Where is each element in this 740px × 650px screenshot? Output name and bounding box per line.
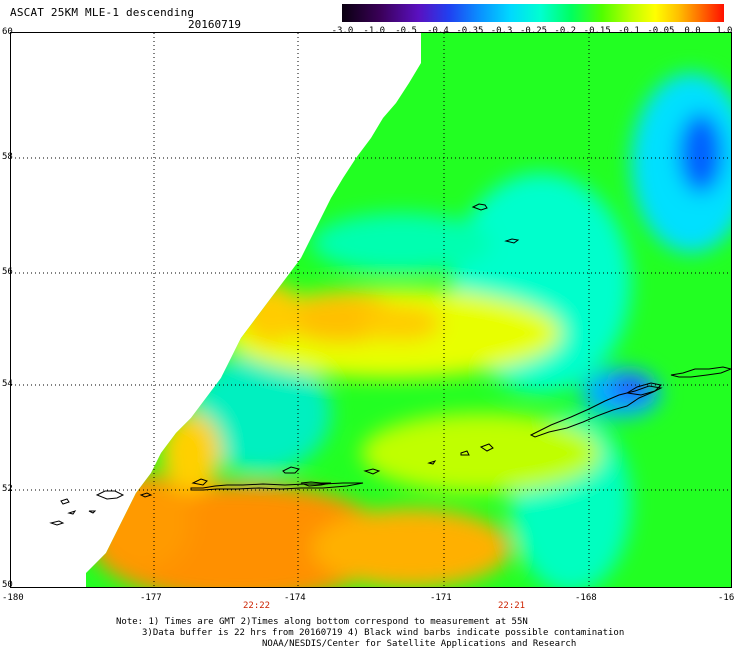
lon-label-174: -174 [284, 593, 306, 603]
lat-label-56: 56 [2, 267, 13, 277]
colorbar-tick-label: -0.5 [395, 26, 417, 36]
lat-label-52: 52 [2, 484, 13, 494]
colorbar-tick-label: -3.0 [331, 26, 354, 36]
lat-label-58: 58 [2, 152, 13, 162]
scatterometer-swath [86, 33, 731, 587]
colorbar-tick-label: 0.0 [684, 26, 701, 36]
colorbar-tick-label: -0.1 [618, 26, 640, 36]
time-label-east: 22:21 [498, 601, 526, 611]
lon-label-180: -180 [2, 593, 24, 603]
product-date: 20160719 [188, 18, 241, 31]
lon-label-168: -168 [575, 593, 597, 603]
coastlines [49, 203, 731, 526]
map-canvas [11, 33, 731, 587]
note-line-2: 3)Data buffer is 22 hrs from 20160719 4)… [142, 628, 625, 638]
note-line-3: NOAA/NESDIS/Center for Satellite Applica… [262, 639, 577, 649]
colorbar-tick-label: 1.0 [716, 26, 733, 36]
product-title: ASCAT 25KM MLE-1 descending [10, 6, 195, 19]
map-frame [10, 32, 732, 588]
colorbar-tick-label: -0.25 [520, 26, 548, 36]
lon-label-171: -171 [430, 593, 452, 603]
colorbar-tick-label: -0.05 [647, 26, 675, 36]
colorbar-tick-label: -0.15 [583, 26, 611, 36]
lat-label-54: 54 [2, 379, 13, 389]
colorbar [342, 4, 724, 22]
graticule [11, 33, 731, 587]
colorbar-gradient [342, 4, 724, 22]
lon-label-16: -16 [718, 593, 735, 603]
colorbar-tick-label: -0.35 [456, 26, 484, 36]
lat-label-50: 50 [2, 580, 13, 590]
lat-label-60: 60 [2, 27, 13, 37]
lon-label-177: -177 [140, 593, 162, 603]
note-line-1: Note: 1) Times are GMT 2)Times along bot… [116, 617, 528, 627]
colorbar-tick-label: -0.3 [490, 26, 513, 36]
time-label-west: 22:22 [243, 601, 271, 611]
colorbar-tick-label: -1.0 [363, 26, 386, 36]
colorbar-tick-label: -0.4 [427, 26, 449, 36]
colorbar-tick-label: -0.2 [554, 26, 577, 36]
